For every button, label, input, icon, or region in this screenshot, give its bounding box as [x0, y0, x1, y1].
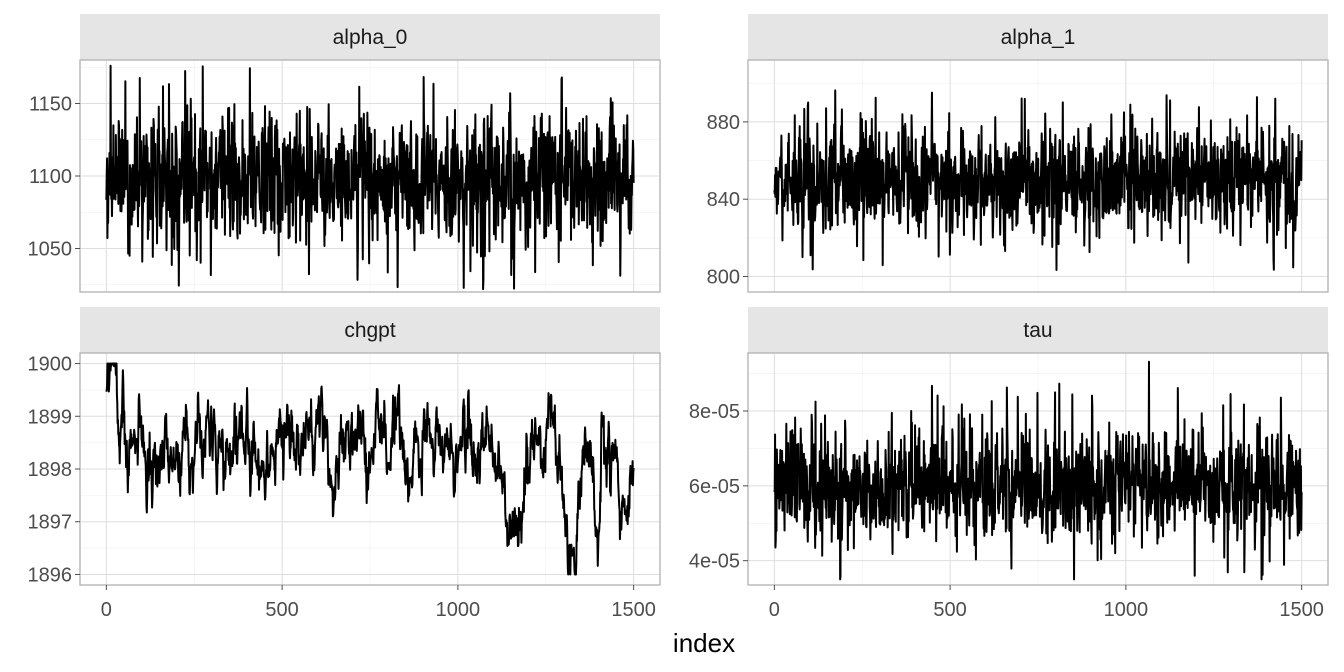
- facet-alpha-0: alpha_0 1050 1100 1150: [28, 14, 661, 293]
- trace-line-chgpt: [105, 362, 635, 576]
- y-tick-label: 800: [707, 267, 740, 289]
- y-tick-label: 1899: [28, 406, 73, 428]
- y-tick-label: 1900: [28, 354, 73, 376]
- x-tick-label: 0: [769, 599, 780, 621]
- facet-chgpt: chgpt 1896 1897 1898 1899 1900 0 500 1000 1500: [28, 307, 661, 621]
- y-tick-label: 1898: [28, 459, 73, 481]
- x-tick-label: 1000: [1104, 599, 1149, 621]
- x-tick-label: 1500: [611, 599, 656, 621]
- facet-strip-label: tau: [1023, 319, 1052, 342]
- y-tick-label: 1050: [28, 239, 73, 261]
- y-tick-label: 4e-05: [689, 551, 740, 573]
- x-axis-title: index: [673, 628, 735, 658]
- facet-alpha-1: alpha_1 800 840 880: [707, 14, 1329, 293]
- facet-strip-label: alpha_1: [1001, 26, 1076, 49]
- y-tick-label: 6e-05: [689, 476, 740, 498]
- y-tick-label: 840: [707, 189, 740, 211]
- x-tick-label: 0: [101, 599, 112, 621]
- facet-strip: [80, 307, 660, 353]
- trace-line-alpha-1: [773, 89, 1303, 271]
- y-tick-label: 8e-05: [689, 401, 740, 423]
- facet-strip: [748, 307, 1328, 353]
- facet-strip: [80, 14, 660, 60]
- trace-line-tau: [773, 360, 1303, 581]
- facet-tau: tau 4e-05 6e-05 8e-05 0 500 1000 1500: [689, 307, 1329, 621]
- facet-strip-label: chgpt: [344, 319, 396, 342]
- facet-strip: [748, 14, 1328, 60]
- trace-line-alpha-0: [105, 64, 635, 291]
- y-tick-label: 1150: [29, 94, 72, 116]
- x-tick-label: 1000: [436, 599, 481, 621]
- y-tick-label: 1897: [28, 512, 73, 534]
- x-tick-label: 500: [265, 599, 298, 621]
- panel-border: [747, 59, 1329, 293]
- facet-strip-label: alpha_0: [333, 26, 408, 49]
- x-tick-label: 1500: [1279, 599, 1324, 621]
- y-tick-label: 1896: [28, 564, 73, 586]
- y-tick-label: 880: [707, 112, 740, 134]
- panel-border: [747, 352, 1329, 586]
- x-tick-label: 500: [933, 599, 966, 621]
- y-tick-label: 1100: [29, 166, 72, 188]
